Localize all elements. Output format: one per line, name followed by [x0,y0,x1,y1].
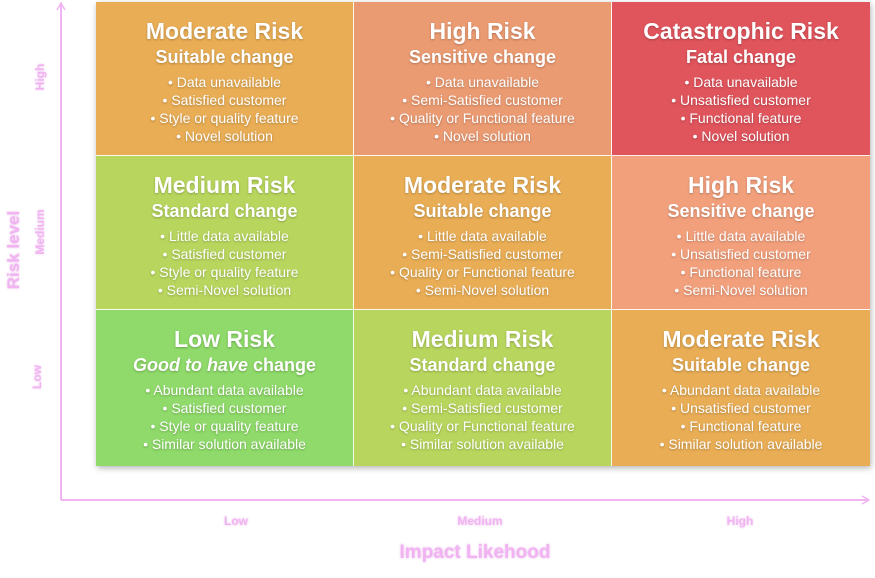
bullet-item: Semi-Satisfied customer [354,399,611,417]
cell-subtitle: Standard change [409,355,556,375]
cell-bullets: Abundant data available Unsatisfied cust… [612,381,870,453]
bullet-item: Novel solution [354,127,611,145]
cell-title: Catastrophic Risk [643,18,839,44]
risk-cell-high-low: Moderate Risk Suitable change Data unava… [96,2,354,156]
cell-title: Low Risk [174,326,275,352]
risk-matrix: Moderate Risk Suitable change Data unava… [96,2,870,466]
risk-cell-high-high: Catastrophic Risk Fatal change Data unav… [612,2,870,156]
y-axis-title: Risk level [4,210,23,290]
bullet-item: Satisfied customer [96,245,353,263]
risk-cell-high-medium: High Risk Sensitive change Data unavaila… [354,2,612,156]
bullet-item: Similar solution available [354,435,611,453]
risk-cell-low-high: Moderate Risk Suitable change Abundant d… [612,310,870,466]
bullet-item: Data unavailable [96,73,353,91]
cell-subtitle: Standard change [151,201,298,221]
bullet-item: Satisfied customer [96,399,353,417]
cell-subtitle: Good to have change [96,353,353,377]
cell-bullets: Little data available Unsatisfied custom… [612,227,870,299]
cell-subtitle: Suitable change [413,201,552,221]
cell-bullets: Abundant data available Satisfied custom… [96,381,353,453]
bullet-item: Style or quality feature [96,263,353,281]
cell-title: Medium Risk [153,172,296,198]
bullet-item: Similar solution available [612,435,870,453]
risk-cell-low-low: Low Risk Good to have change Abundant da… [96,310,354,466]
cell-bullets: Little data available Satisfied customer… [96,227,353,299]
cell-title: Moderate Risk [145,18,304,44]
bullet-item: Novel solution [612,127,870,145]
x-axis-title: Impact Likehood [399,542,551,563]
cell-title: Moderate Risk [403,172,562,198]
risk-cell-medium-low: Medium Risk Standard change Little data … [96,156,354,310]
bullet-item: Abundant data available [354,381,611,399]
cell-bullets: Little data available Semi-Satisfied cus… [354,227,611,299]
cell-bullets: Data unavailable Unsatisfied customer Fu… [612,73,870,145]
bullet-item: Abundant data available [96,381,353,399]
bullet-item: Little data available [96,227,353,245]
bullet-item: Style or quality feature [96,417,353,435]
cell-subtitle-emphasis: Good to have [132,355,248,375]
y-tick-high: High [33,63,47,91]
y-tick-low: Low [30,365,44,389]
cell-bullets: Abundant data available Semi-Satisfied c… [354,381,611,453]
bullet-item: Functional feature [612,109,870,127]
risk-cell-low-medium: Medium Risk Standard change Abundant dat… [354,310,612,466]
y-axis-arrow [56,1,66,11]
bullet-item: Semi-Novel solution [612,281,870,299]
y-tick-medium: Medium [33,209,47,255]
cell-title: Medium Risk [411,326,554,352]
cell-title: High Risk [687,172,795,198]
x-tick-low: Low [224,514,248,528]
bullet-item: Semi-Satisfied customer [354,91,611,109]
risk-cell-medium-medium: Moderate Risk Suitable change Little dat… [354,156,612,310]
risk-cell-medium-high: High Risk Sensitive change Little data a… [612,156,870,310]
bullet-item: Little data available [612,227,870,245]
bullet-item: Unsatisfied customer [612,91,870,109]
cell-subtitle: Suitable change [155,47,294,67]
bullet-item: Unsatisfied customer [612,399,870,417]
bullet-item: Satisfied customer [96,91,353,109]
cell-subtitle: Suitable change [671,355,811,375]
bullet-item: Unsatisfied customer [612,245,870,263]
bullet-item: Quality or Functional feature [354,417,611,435]
x-tick-medium: Medium [457,514,503,528]
cell-title: Moderate Risk [662,326,820,352]
cell-subtitle: Sensitive change [408,47,557,67]
bullet-item: Abundant data available [612,381,870,399]
bullet-item: Similar solution available [96,435,353,453]
cell-bullets: Data unavailable Satisfied customer Styl… [96,73,353,145]
cell-subtitle: Sensitive change [667,201,815,221]
x-tick-high: High [726,514,754,528]
bullet-item: Quality or Functional feature [354,263,611,281]
bullet-item: Quality or Functional feature [354,109,611,127]
cell-bullets: Data unavailable Semi-Satisfied customer… [354,73,611,145]
bullet-item: Semi-Novel solution [354,281,611,299]
bullet-item: Style or quality feature [96,109,353,127]
bullet-item: Functional feature [612,263,870,281]
cell-subtitle: Fatal change [685,47,797,67]
bullet-item: Data unavailable [612,73,870,91]
cell-subtitle-rest: change [247,355,317,375]
bullet-item: Functional feature [612,417,870,435]
x-axis-arrow [861,495,871,505]
cell-title: High Risk [429,18,536,44]
bullet-item: Semi-Novel solution [96,281,353,299]
bullet-item: Data unavailable [354,73,611,91]
bullet-item: Little data available [354,227,611,245]
bullet-item: Semi-Satisfied customer [354,245,611,263]
bullet-item: Novel solution [96,127,353,145]
